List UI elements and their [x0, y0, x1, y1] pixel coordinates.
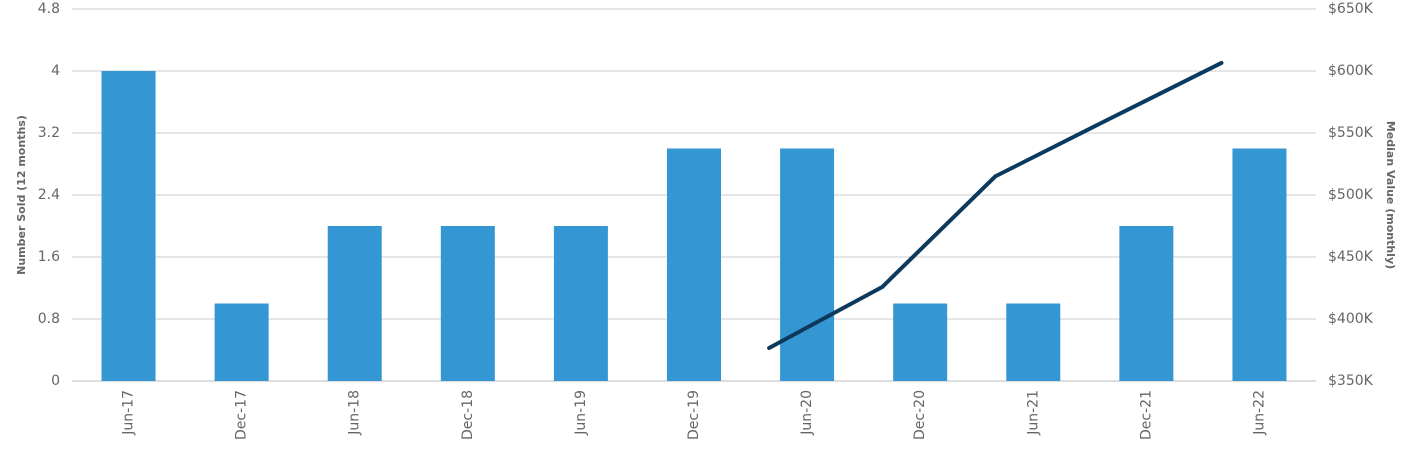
y-tick-label: 4 — [51, 63, 60, 79]
x-tick-label: Dec-20 — [912, 390, 928, 440]
y2-tick-label: $600K — [1328, 63, 1374, 79]
bar — [893, 303, 948, 381]
bar — [101, 71, 156, 381]
bar — [1006, 303, 1061, 381]
y2-tick-label: $500K — [1328, 187, 1374, 203]
x-tick-label: Dec-19 — [686, 390, 702, 440]
x-tick-label: Jun-17 — [121, 390, 137, 436]
x-tick-label: Dec-21 — [1138, 390, 1154, 440]
x-tick-label: Dec-18 — [460, 390, 476, 440]
y2-tick-label: $350K — [1328, 373, 1374, 389]
y-tick-label: 1.6 — [38, 249, 60, 265]
x-tick-label: Jun-21 — [1025, 390, 1041, 436]
line — [767, 60, 1224, 351]
bar — [553, 226, 608, 381]
y2-tick-label: $550K — [1328, 125, 1374, 141]
y2-tick-label: $650K — [1328, 1, 1374, 17]
bar — [1119, 226, 1174, 381]
bar — [440, 226, 495, 381]
y2-tick-label: $450K — [1328, 249, 1374, 265]
y-axis-title: Number Sold (12 months) — [15, 115, 28, 275]
y-tick-label: 4.8 — [38, 1, 60, 17]
bar — [1232, 148, 1287, 381]
x-tick-label: Jun-22 — [1251, 390, 1267, 436]
y-tick-label: 0.8 — [38, 311, 60, 327]
y2-axis-title: Median Value (monthly) — [1384, 121, 1397, 269]
x-tick-label: Jun-18 — [347, 390, 363, 436]
y-tick-label: 0 — [51, 373, 60, 389]
y2-tick-label: $400K — [1328, 311, 1374, 327]
y-tick-label: 2.4 — [38, 187, 60, 203]
bar — [214, 303, 269, 381]
bar — [780, 148, 835, 381]
y-tick-label: 3.2 — [38, 125, 60, 141]
x-tick-label: Dec-17 — [234, 390, 250, 440]
x-tick-label: Jun-20 — [799, 390, 815, 436]
x-tick-label: Jun-19 — [573, 390, 589, 436]
bar — [327, 226, 382, 381]
bar — [667, 148, 721, 381]
